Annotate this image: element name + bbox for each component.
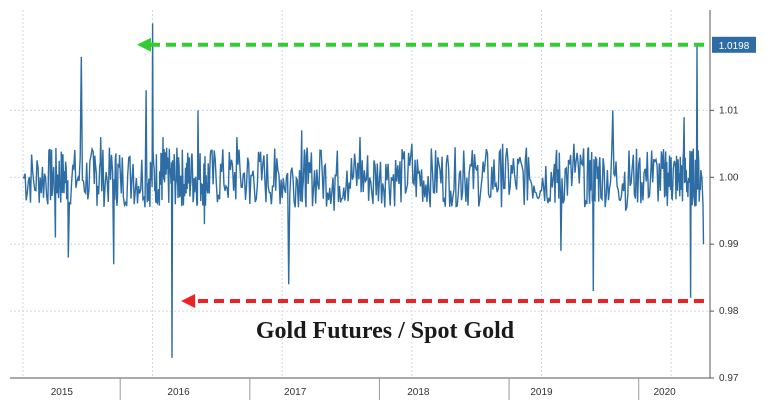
x-tick-label: 2018	[407, 387, 430, 398]
last-value-badge	[712, 36, 756, 53]
series-layer	[22, 23, 705, 358]
chart-title: Gold Futures / Spot Gold	[256, 318, 515, 344]
y-tick-label: 0.99	[719, 239, 739, 250]
y-tick-label: 1.00	[719, 172, 739, 183]
y-tick-label: 0.98	[719, 306, 739, 317]
x-tick-label: 2016	[167, 387, 190, 398]
green-arrowhead	[137, 37, 152, 52]
x-tick-label: 2017	[284, 387, 307, 398]
last-value-label: 1.0198	[719, 41, 750, 52]
axes: 0.97 0.98 0.99 1.00 1.01 2015 2016 2017 2018 2019…	[10, 10, 756, 400]
x-tick-label: 2019	[530, 387, 553, 398]
y-tick-label: 0.97	[719, 373, 739, 384]
red-arrowhead	[181, 294, 196, 309]
annotations	[137, 37, 704, 309]
x-tick-label: 2020	[654, 387, 677, 398]
series-line	[22, 23, 705, 358]
x-tick-label: 2015	[51, 387, 74, 398]
y-tick-label: 1.01	[719, 105, 739, 116]
